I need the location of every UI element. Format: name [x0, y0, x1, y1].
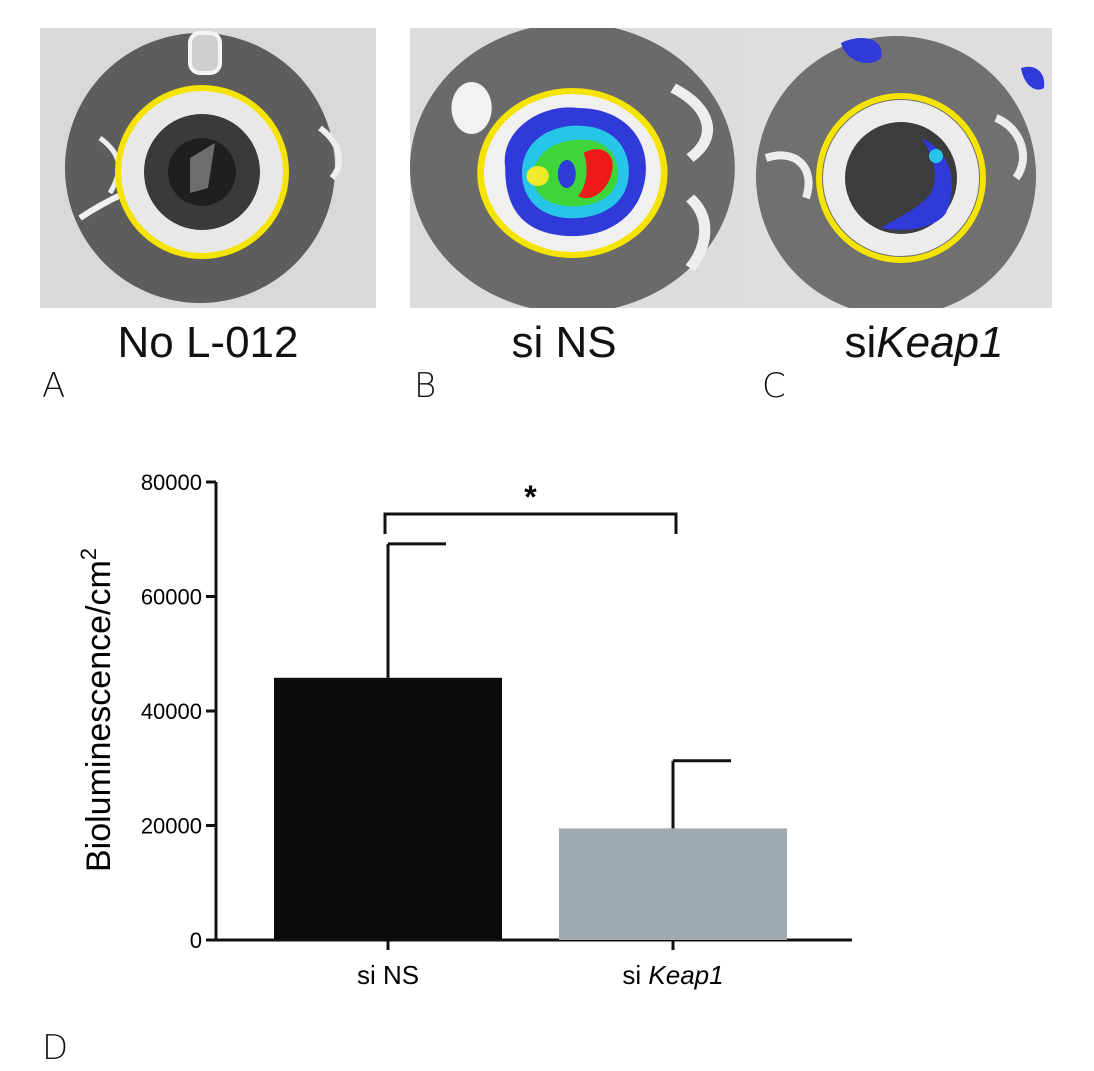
panel-b-caption: si NS [396, 318, 732, 368]
error-bars [386, 542, 731, 829]
bar-chart: 0 20000 40000 60000 80000 si NS si Keap1 * Bi… [76, 470, 852, 990]
x-tick-label-1: si Keap1 [622, 960, 723, 990]
y-axis-title-superscript: 2 [76, 548, 101, 560]
panel-b-picture [410, 28, 746, 308]
panel-a-picture [40, 28, 376, 308]
x-tick-label-italic-1: Keap1 [648, 960, 723, 990]
x-axis: si NS si Keap1 [216, 938, 852, 990]
y-axis-title: Bioluminescence/cm2 [76, 548, 118, 872]
y-axis: 0 20000 40000 60000 80000 [141, 470, 218, 953]
panel-b-image [410, 28, 746, 308]
panel-d-letter: D [42, 1028, 69, 1068]
panel-c-caption: siKeap1 [756, 318, 1092, 368]
x-tick-label-text-1: si [622, 960, 648, 990]
y-tick-label-1: 20000 [141, 814, 202, 839]
panel-c-caption-italic: Keap1 [876, 318, 1004, 367]
panel-b-caption-text: si NS [511, 318, 617, 367]
panel-b-letter: B [414, 366, 437, 406]
x-tick-label-0: si NS [357, 960, 419, 990]
x-tick-label-text-0: si NS [357, 960, 419, 990]
panel-a-letter: A [42, 366, 66, 406]
significance-bracket: * [383, 479, 678, 534]
panel-a-caption-text: No L-012 [117, 318, 299, 367]
y-tick-label-4: 80000 [141, 470, 202, 495]
significance-line [383, 512, 678, 534]
panel-a-caption: No L-012 [40, 318, 376, 368]
bar-0 [274, 677, 502, 940]
y-tick-label-3: 60000 [141, 585, 202, 610]
y-tick-label-2: 40000 [141, 699, 202, 724]
significance-label: * [524, 479, 537, 515]
y-axis-title-text: Bioluminescence/cm [80, 560, 118, 872]
panel-a-image [40, 28, 376, 308]
y-tick-label-0: 0 [190, 928, 202, 953]
panel-c-picture [746, 28, 1052, 308]
panel-c-caption-prefix: si [844, 318, 877, 367]
bar-1 [559, 828, 787, 940]
panel-c-image [746, 28, 1052, 308]
bars [274, 677, 787, 940]
panel-c-letter: C [762, 366, 786, 406]
